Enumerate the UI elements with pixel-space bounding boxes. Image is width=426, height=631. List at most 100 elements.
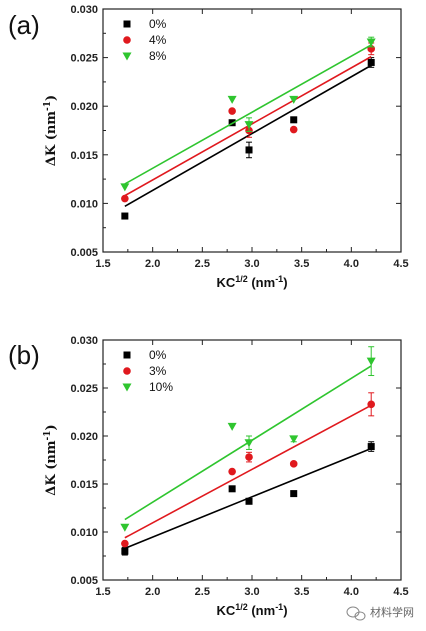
y-tick-label: 0.025 bbox=[70, 53, 98, 65]
x-tick-label: 3.5 bbox=[294, 258, 309, 270]
data-point bbox=[121, 547, 129, 555]
x-tick-label: 3.5 bbox=[294, 586, 309, 598]
data-point bbox=[227, 95, 237, 104]
legend-marker bbox=[123, 20, 131, 28]
data-point bbox=[366, 357, 376, 366]
series-0pct bbox=[121, 57, 375, 220]
fit-line bbox=[124, 64, 372, 208]
x-axis-title: KC1/2 (nm-1) bbox=[216, 274, 287, 290]
chart-panel-b: (b) 1.5 2.0 2.5 3.0 3.5 4.0 4.5 0.005 0.010 0.015 0… bbox=[8, 335, 409, 618]
chart-panel-a: (a) 1.5 2.0 2.5 3.0 3.5 4.0 4.5 0.005 0.010 0.015 0… bbox=[8, 4, 409, 290]
data-point bbox=[121, 194, 129, 203]
y-axis-title: ΔK (nm-1) bbox=[43, 424, 59, 495]
x-axis-title-part: (nm bbox=[248, 275, 275, 290]
watermark-text: 材料学网 bbox=[370, 605, 414, 619]
legend-marker bbox=[122, 52, 132, 61]
data-point bbox=[289, 95, 299, 104]
data-point bbox=[121, 539, 129, 548]
legend-label: 8% bbox=[149, 49, 167, 63]
y-axis-title-part: -1 bbox=[43, 430, 53, 440]
y-axis-title-part: ) bbox=[44, 95, 59, 101]
panel-label: (b) bbox=[8, 340, 40, 370]
y-tick-label: 0.005 bbox=[70, 247, 98, 259]
legend-label: 0% bbox=[149, 348, 167, 362]
data-point bbox=[245, 453, 253, 461]
panel-label: (a) bbox=[8, 10, 40, 40]
x-axis-title-part: -1 bbox=[275, 602, 283, 612]
wechat-icon bbox=[346, 606, 366, 621]
data-point bbox=[228, 467, 236, 476]
data-point bbox=[367, 58, 375, 66]
legend: 0% 3% 10% bbox=[122, 348, 173, 394]
x-tick-label: 1.5 bbox=[95, 258, 110, 270]
data-point bbox=[244, 439, 254, 448]
data-point bbox=[121, 212, 129, 220]
series-0pct bbox=[121, 441, 375, 556]
data-point bbox=[289, 125, 298, 134]
data-point bbox=[244, 121, 254, 130]
x-axis-title-part: 1/2 bbox=[235, 274, 248, 284]
data-point bbox=[290, 116, 298, 124]
y-tick-label: 0.010 bbox=[70, 527, 98, 539]
y-tick-label: 0.030 bbox=[70, 335, 98, 347]
wechat-icon-bubble-b bbox=[354, 611, 366, 621]
wechat-icon-bubble-a bbox=[346, 606, 360, 618]
x-tick-label: 3.0 bbox=[244, 586, 259, 598]
data-point bbox=[367, 443, 375, 451]
data-point bbox=[120, 523, 130, 532]
y-tick-label: 0.010 bbox=[70, 198, 98, 210]
y-tick-label: 0.015 bbox=[70, 479, 98, 491]
y-axis-title: ΔK (nm-1) bbox=[43, 95, 59, 166]
legend-label: 10% bbox=[149, 380, 173, 394]
x-tick-label: 2.0 bbox=[145, 258, 160, 270]
data-point bbox=[245, 497, 253, 505]
x-tick-label: 4.5 bbox=[393, 258, 408, 270]
data-point bbox=[227, 422, 237, 431]
y-tick-label: 0.015 bbox=[70, 150, 98, 162]
legend: 0% 4% 8% bbox=[122, 17, 167, 63]
data-point bbox=[228, 485, 236, 493]
x-tick-label: 2.0 bbox=[145, 586, 160, 598]
series-3pct bbox=[121, 392, 376, 548]
x-tick-label: 2.5 bbox=[195, 586, 210, 598]
data-point bbox=[245, 146, 253, 154]
watermark: 材料学网 bbox=[346, 605, 414, 621]
y-axis-title-part: ΔK (nm bbox=[44, 440, 59, 496]
y-tick-label: 0.005 bbox=[70, 575, 98, 587]
series-8pct bbox=[120, 36, 376, 192]
x-tick-label: 4.0 bbox=[344, 586, 359, 598]
legend-label: 0% bbox=[149, 17, 167, 31]
x-axis-title: KC1/2 (nm-1) bbox=[216, 602, 287, 618]
data-point bbox=[120, 183, 130, 192]
data-point bbox=[289, 435, 299, 444]
x-tick-label: 1.5 bbox=[95, 586, 110, 598]
x-tick-label: 2.5 bbox=[195, 258, 210, 270]
data-point bbox=[367, 400, 376, 409]
data-point bbox=[228, 107, 236, 115]
x-axis-title-part: KC bbox=[216, 603, 235, 618]
x-axis-title-part: (nm bbox=[248, 603, 275, 618]
x-tick-label: 3.0 bbox=[244, 258, 259, 270]
legend-label: 4% bbox=[149, 33, 167, 47]
data-point bbox=[290, 490, 298, 498]
x-tick-label: 4.0 bbox=[344, 258, 359, 270]
x-axis-title-part: 1/2 bbox=[235, 602, 248, 612]
series-10pct bbox=[120, 346, 376, 532]
fit-line bbox=[124, 404, 372, 539]
y-tick-label: 0.030 bbox=[70, 4, 98, 16]
y-tick-label: 0.020 bbox=[70, 101, 98, 113]
data-point bbox=[289, 460, 298, 468]
y-axis-title-part: -1 bbox=[43, 101, 53, 111]
x-axis-title-part: -1 bbox=[275, 274, 283, 284]
legend-marker bbox=[123, 367, 131, 375]
legend-label: 3% bbox=[149, 364, 167, 378]
x-axis-title-part: KC bbox=[216, 275, 235, 290]
x-axis-title-part: ) bbox=[283, 275, 287, 290]
legend-marker bbox=[122, 383, 132, 392]
legend-marker bbox=[123, 36, 131, 44]
y-tick-label: 0.020 bbox=[70, 431, 98, 443]
y-tick-label: 0.025 bbox=[70, 383, 98, 395]
y-axis-title-part: ΔK (nm bbox=[44, 111, 59, 167]
fit-line bbox=[124, 44, 372, 185]
